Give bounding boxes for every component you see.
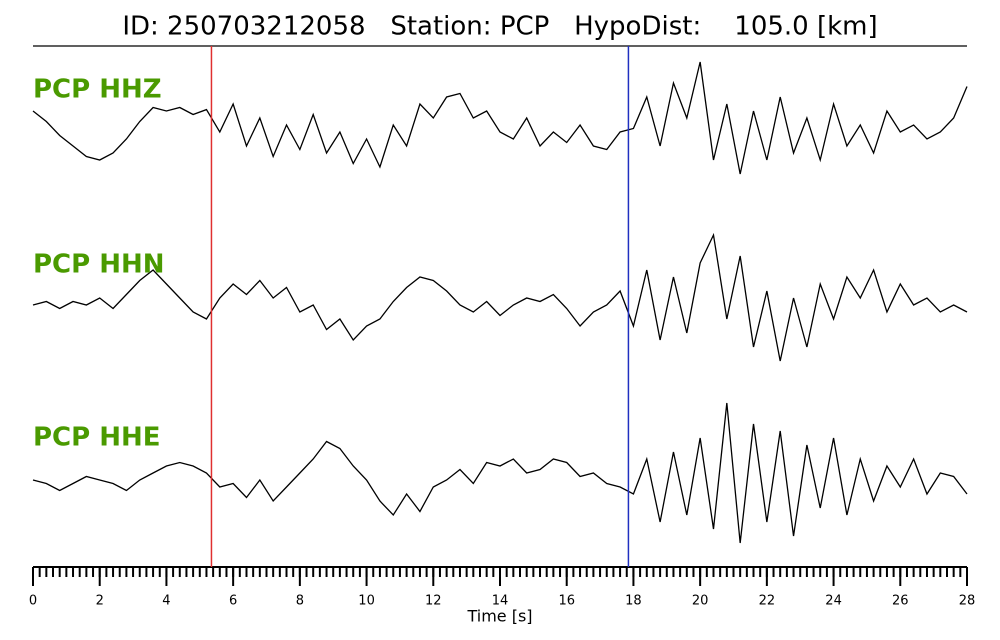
- x-tick-label: 22: [759, 594, 776, 609]
- chart-title: ID: 250703212058 Station: PCP HypoDist: …: [122, 12, 877, 42]
- x-tick-label: 12: [425, 594, 442, 609]
- x-tick-label: 26: [892, 594, 909, 609]
- trace-label: PCP HHZ: [33, 75, 162, 105]
- x-tick-label: 6: [229, 594, 237, 609]
- x-tick-label: 0: [29, 594, 37, 609]
- x-tick-label: 2: [96, 594, 104, 609]
- x-tick-label: 8: [296, 594, 304, 609]
- x-tick-label: 24: [825, 594, 842, 609]
- x-tick-label: 14: [492, 594, 509, 609]
- x-tick-label: 10: [358, 594, 375, 609]
- trace: [32, 61, 968, 175]
- x-tick-label: 16: [558, 594, 575, 609]
- trace: [32, 232, 968, 362]
- x-tick-label: 28: [959, 594, 976, 609]
- trace-label: PCP HHN: [33, 250, 165, 280]
- x-tick-label: 18: [625, 594, 642, 609]
- x-axis-label: Time [s]: [466, 607, 532, 626]
- x-tick-label: 20: [692, 594, 709, 609]
- trace: [32, 402, 968, 544]
- trace-label: PCP HHE: [33, 423, 161, 453]
- x-tick-label: 4: [162, 594, 170, 609]
